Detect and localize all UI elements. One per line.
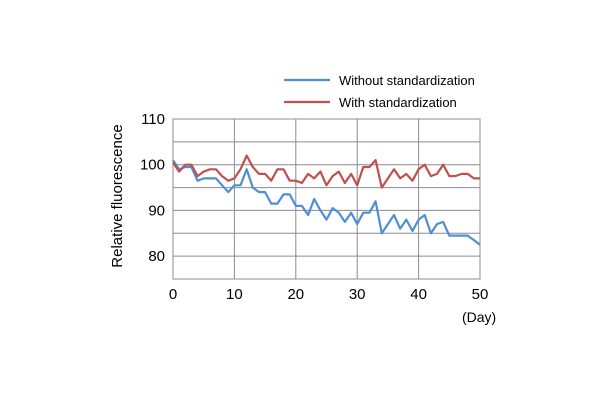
series-line-1 [172, 159, 481, 246]
x-tick-label: 50 [472, 286, 489, 303]
x-tick-label: 40 [410, 286, 427, 303]
grid [172, 118, 481, 280]
legend: Without standardization With standardizat… [284, 73, 475, 110]
y-tick-label: 90 [148, 202, 165, 219]
x-tick-label: 20 [287, 286, 304, 303]
plot-border [172, 118, 481, 280]
legend-label-1: Without standardization [339, 73, 475, 88]
y-axis-label: Relative fluorescence [109, 124, 126, 267]
x-tick-label: 10 [226, 286, 243, 303]
x-tick-label: 0 [169, 286, 177, 303]
legend-label-2: With standardization [339, 95, 457, 110]
y-tick-label: 80 [148, 248, 165, 265]
x-axis-unit-label: (Day) [462, 309, 496, 325]
tick-labels: 80 90 100 110 0 10 20 30 40 50 [140, 111, 488, 303]
series-layer [172, 154, 481, 246]
series-line-2 [172, 154, 480, 189]
y-tick-label: 110 [141, 111, 165, 128]
x-tick-label: 30 [349, 286, 366, 303]
y-tick-label: 100 [140, 157, 165, 174]
